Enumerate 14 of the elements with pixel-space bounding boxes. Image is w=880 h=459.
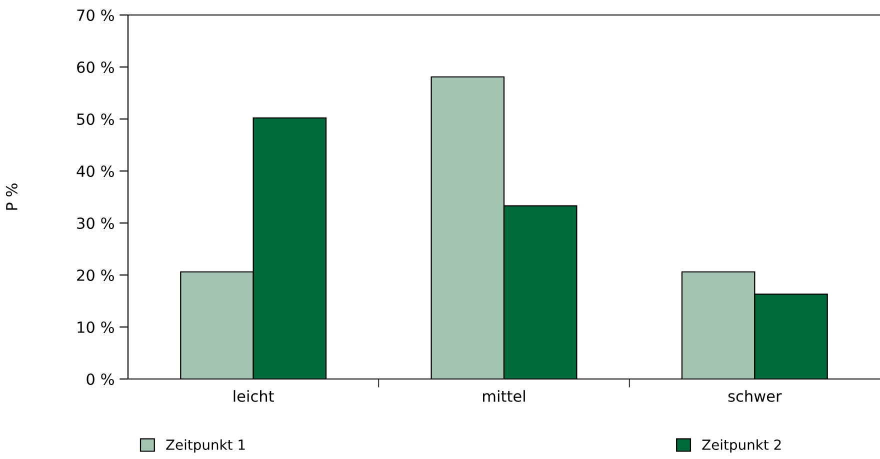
y-tick-label: 70 % <box>77 9 114 22</box>
y-tick-label: 60 % <box>77 61 114 74</box>
x-tick-label: leicht <box>234 390 274 402</box>
y-axis-title: P % <box>6 184 18 210</box>
x-tick-label: mittel <box>483 390 525 402</box>
y-tick-label: 50 % <box>77 113 114 126</box>
y-tick-label: 30 % <box>77 217 114 230</box>
legend-label: Zeitpunkt 2 <box>702 439 781 453</box>
y-tick-label: 20 % <box>77 269 114 282</box>
y-tick-label: 0 % <box>86 373 114 386</box>
x-tick-label: schwer <box>728 390 782 402</box>
y-tick-label: 40 % <box>76 165 114 178</box>
legend-label: Zeitpunkt 1 <box>166 439 245 453</box>
y-tick-label: 10 % <box>78 321 114 334</box>
